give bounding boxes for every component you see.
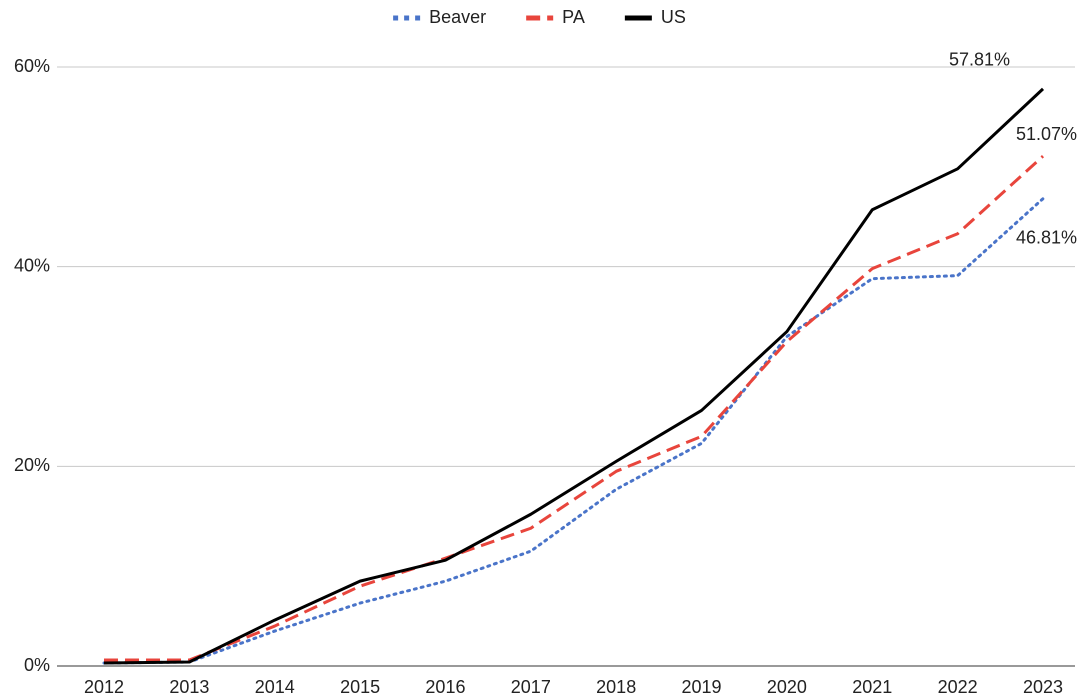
x-tick-label: 2017: [511, 677, 551, 697]
y-tick-label: 0%: [24, 655, 50, 675]
x-tick-label: 2015: [340, 677, 380, 697]
series-line: [103, 87, 1045, 665]
x-tick-label: 2020: [767, 677, 807, 697]
y-tick-label: 60%: [14, 56, 50, 76]
value-label: 51.07%: [1016, 124, 1077, 144]
legend-label: Beaver: [429, 7, 486, 27]
series-line: [104, 155, 1045, 662]
x-tick-label: 2013: [169, 677, 209, 697]
y-tick-label: 20%: [14, 455, 50, 475]
legend-label: US: [661, 7, 686, 27]
x-tick-label: 2012: [84, 677, 124, 697]
value-label: 46.81%: [1016, 227, 1077, 247]
x-tick-label: 2023: [1023, 677, 1063, 697]
x-tick-label: 2018: [596, 677, 636, 697]
x-tick-label: 2016: [425, 677, 465, 697]
legend-label: PA: [562, 7, 585, 27]
x-tick-label: 2021: [852, 677, 892, 697]
series-line: [102, 197, 1045, 665]
value-label: 57.81%: [949, 50, 1010, 70]
y-tick-label: 40%: [14, 255, 50, 275]
x-tick-label: 2014: [255, 677, 295, 697]
x-tick-label: 2022: [938, 677, 978, 697]
x-tick-label: 2019: [682, 677, 722, 697]
